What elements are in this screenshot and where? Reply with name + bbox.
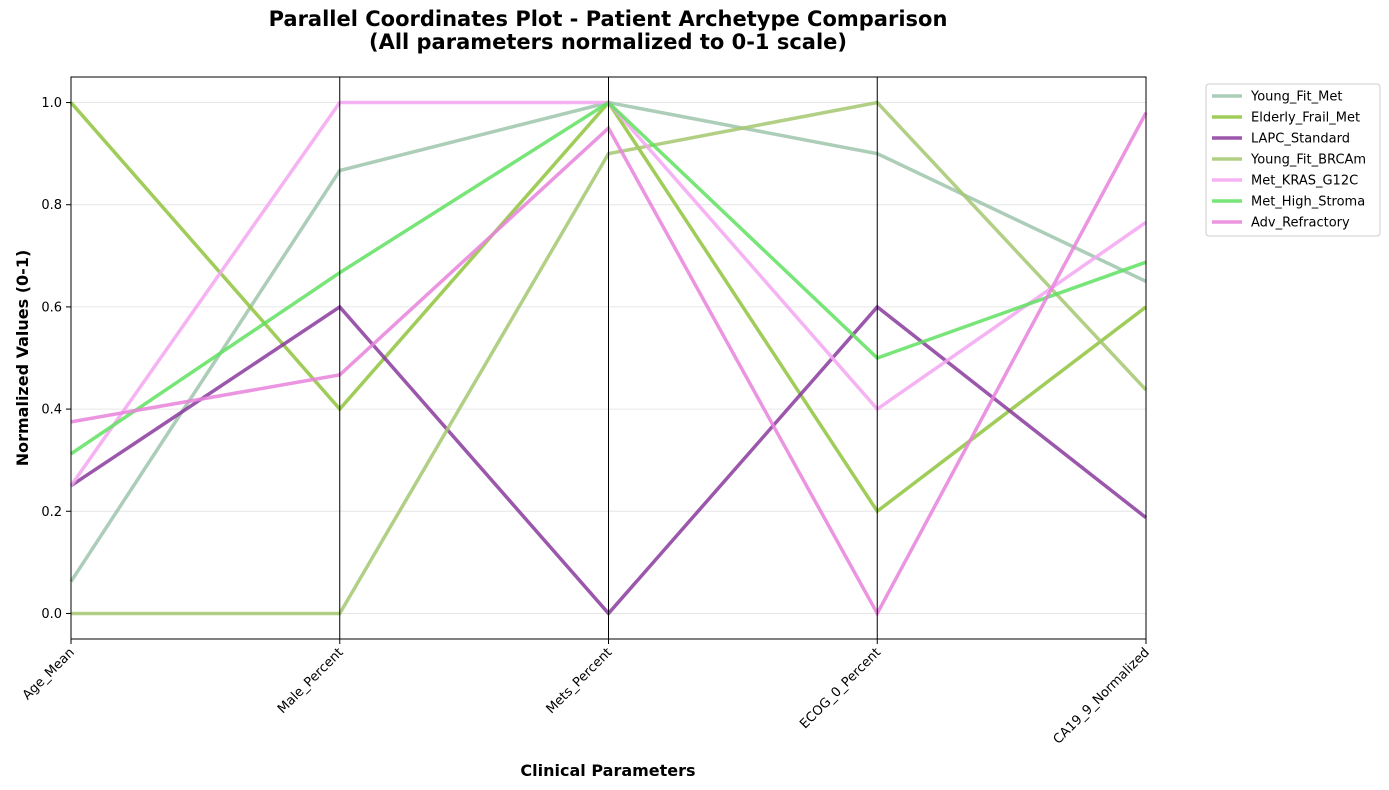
parallel-axes — [70, 77, 1147, 639]
ytick-label-2: 0.4 — [41, 403, 62, 418]
x-axis-label: Clinical Parameters — [520, 761, 695, 780]
ytick-label-3: 0.6 — [41, 300, 62, 315]
legend-label-0: Young_Fit_Met — [1250, 90, 1342, 105]
xtick-label-1: Male_Percent — [275, 645, 347, 717]
xtick-label-4: CA19_9_Normalized — [1051, 645, 1153, 747]
ytick-label-0: 0.0 — [41, 607, 62, 622]
legend-label-6: Adv_Refractory — [1251, 216, 1350, 231]
xtick-label-3: ECOG_0_Percent — [797, 645, 884, 732]
chart-title: Parallel Coordinates Plot - Patient Arch… — [269, 7, 948, 31]
legend-label-2: LAPC_Standard — [1251, 132, 1350, 147]
ytick-label-4: 0.8 — [41, 198, 62, 213]
xtick-label-0: Age_Mean — [20, 645, 78, 703]
x-ticks: Age_Mean Male_Percent Mets_Percent ECOG_0_P… — [20, 639, 1153, 747]
legend-label-4: Met_KRAS_G12C — [1251, 174, 1358, 189]
legend-label-1: Elderly_Frail_Met — [1251, 111, 1360, 126]
chart-subtitle: (All parameters normalized to 0-1 scale) — [369, 30, 847, 54]
xtick-label-2: Mets_Percent — [544, 645, 616, 717]
ytick-label-5: 1.0 — [41, 96, 62, 111]
legend-label-5: Met_High_Stroma — [1251, 195, 1365, 210]
ytick-label-1: 0.2 — [41, 505, 62, 520]
y-ticks: 0.0 0.2 0.4 0.6 0.8 1.0 — [41, 96, 71, 622]
legend-label-3: Young_Fit_BRCAm — [1250, 153, 1366, 168]
y-axis-label: Normalized Values (0-1) — [13, 250, 32, 467]
legend: Young_Fit_Met Elderly_Frail_Met LAPC_Stand… — [1205, 83, 1381, 237]
legend-frame — [1205, 83, 1381, 237]
